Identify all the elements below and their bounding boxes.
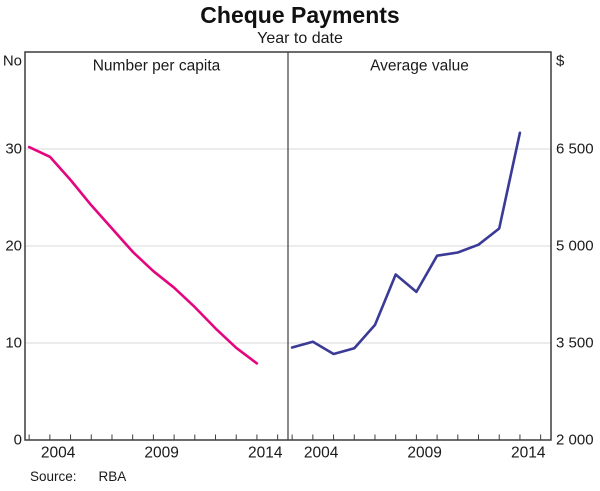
y-axis-label-left: 30 — [5, 140, 22, 158]
panel-title-average-value: Average value — [370, 57, 469, 75]
x-axis-label: 2004 — [303, 444, 339, 462]
x-axis-label: 2014 — [510, 444, 546, 462]
y-axis-label-left: 20 — [5, 237, 22, 255]
source-note: Source: RBA — [30, 469, 126, 484]
axis-unit-left: No — [2, 52, 22, 70]
x-axis-label: 2009 — [407, 444, 442, 462]
x-axis-label: 2004 — [40, 444, 76, 462]
y-axis-label-right: 5 000 — [556, 237, 594, 255]
y-axis-label-left: 0 — [13, 431, 22, 449]
source-label: Source: — [30, 469, 77, 484]
series-line-average-value — [290, 131, 522, 356]
x-axis-label: 2014 — [247, 444, 283, 462]
source-value: RBA — [98, 469, 127, 484]
y-axis-label-right: 3 500 — [556, 334, 594, 352]
chart-subtitle: Year to date — [257, 30, 343, 47]
x-axis-label: 2009 — [144, 444, 179, 462]
panel-title-number-per-capita: Number per capita — [92, 57, 221, 75]
y-axis-label-right: 2 000 — [556, 431, 594, 449]
axis-unit-right: $ — [556, 52, 565, 70]
series-line-number-per-capita — [27, 145, 259, 365]
y-axis-label-left: 10 — [5, 334, 22, 352]
y-axis-label-right: 6 500 — [556, 140, 594, 158]
page-title: Cheque Payments — [200, 2, 400, 28]
